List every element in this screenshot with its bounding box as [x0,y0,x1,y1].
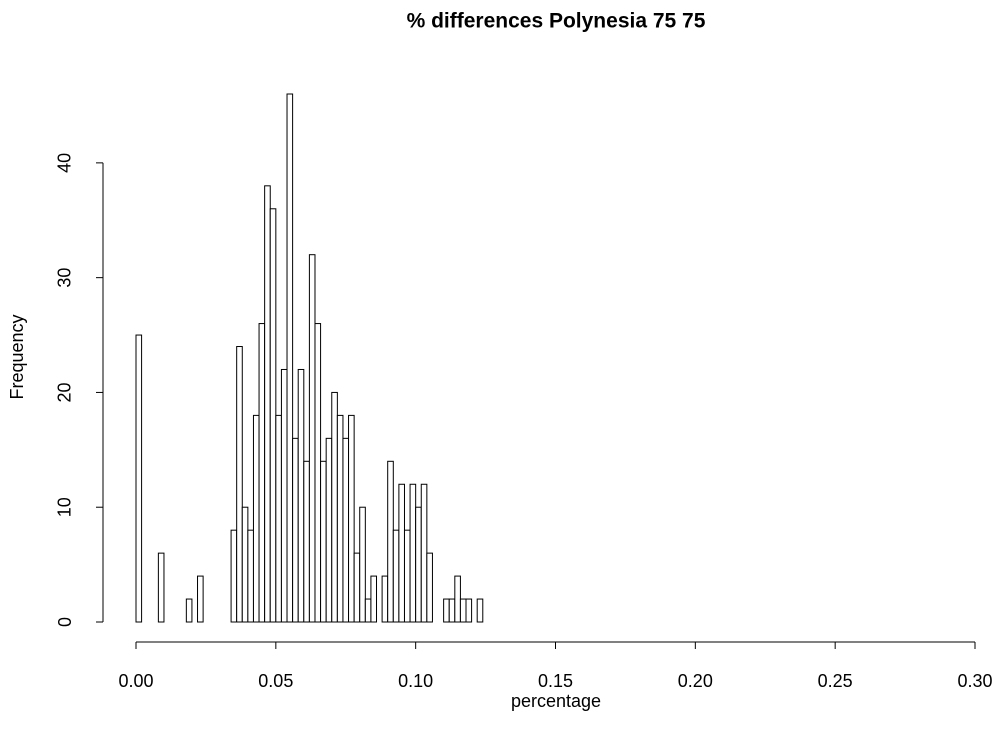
bar [409,483,417,623]
bar [370,575,378,623]
bar [297,368,305,623]
bar [197,575,204,623]
y-tick-label: 20 [55,382,75,402]
bar [230,529,238,623]
bar [303,460,310,623]
bar [286,93,294,623]
x-tick-label: 0.30 [957,671,992,691]
bar [454,575,461,623]
bar [252,414,260,623]
bar [314,323,322,623]
bar [308,254,316,623]
bar [353,552,361,623]
bar [476,598,484,623]
bar [185,598,193,623]
bar [364,598,372,623]
bar [269,208,277,623]
bar [135,334,143,623]
bar [325,437,333,623]
y-tick-label: 30 [55,268,75,288]
bar [420,483,428,623]
x-tick-label: 0.00 [118,671,153,691]
bar [398,483,405,623]
bar [381,575,389,623]
bar [387,460,394,623]
x-tick-label: 0.25 [818,671,853,691]
x-tick-label: 0.15 [538,671,573,691]
chart-title: % differences Polynesia 75 75 [407,10,706,33]
bar [275,414,282,623]
bar [258,323,266,623]
bar [448,598,456,623]
bar [236,346,243,623]
y-tick-label: 0 [55,617,75,627]
bar [359,506,366,623]
bar [415,506,422,623]
x-tick-label: 0.05 [258,671,293,691]
y-axis-label: Frequency [7,314,27,399]
bar [264,185,271,623]
x-axis-label: percentage [511,691,601,711]
bar [342,437,350,623]
bar [459,598,467,623]
bar [247,529,254,623]
bar [392,529,400,623]
bar [331,391,338,623]
y-tick-label: 10 [55,497,75,517]
x-tick-label: 0.10 [398,671,433,691]
bar [348,414,355,623]
bar [403,529,411,623]
bar [241,506,249,623]
bar [292,437,299,623]
bar [426,552,433,623]
bar [465,598,473,623]
bar [320,460,327,623]
bar [280,368,288,623]
bar [157,552,165,623]
bar [443,598,450,623]
x-tick-label: 0.20 [678,671,713,691]
y-tick-label: 40 [55,153,75,173]
bar [336,414,344,623]
